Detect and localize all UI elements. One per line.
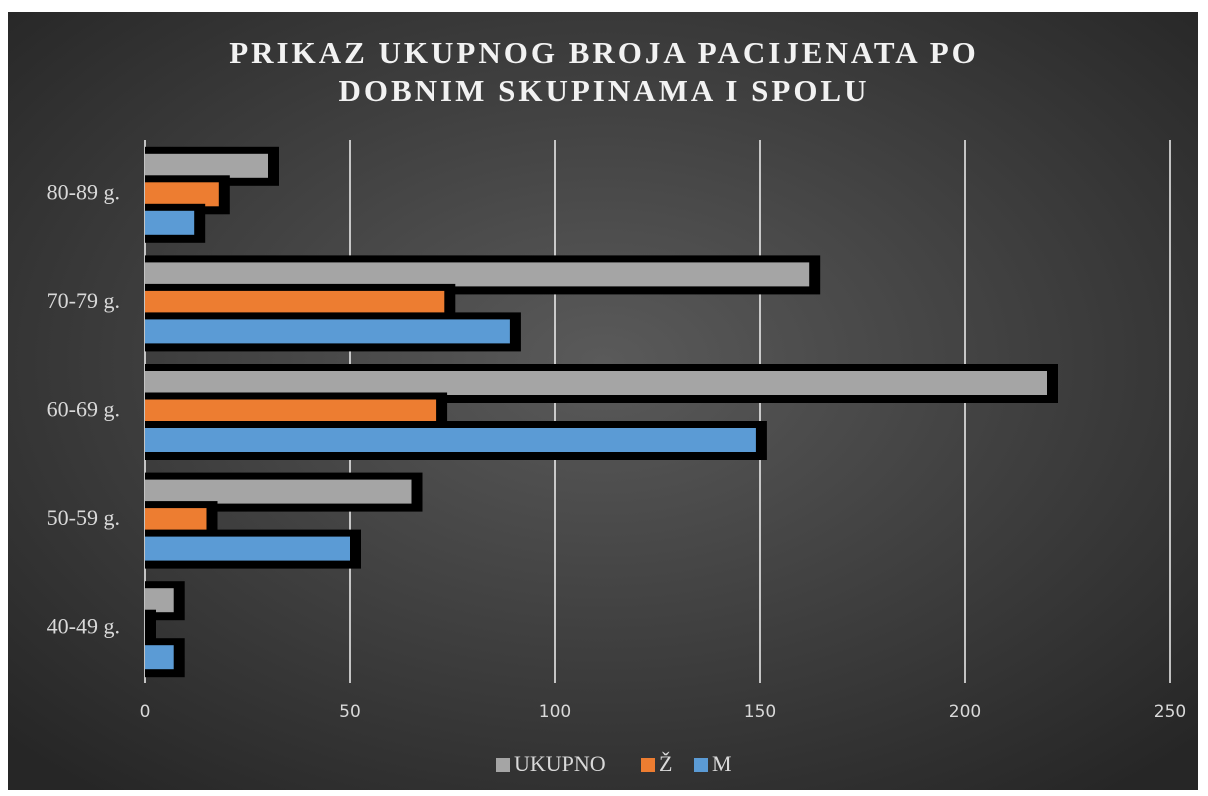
y-tick-label: 80-89 g.	[47, 179, 120, 204]
legend-label: UKUPNO	[514, 751, 606, 776]
legend-label: M	[712, 751, 732, 776]
bar	[145, 588, 174, 613]
bar	[145, 290, 445, 315]
bar	[145, 508, 207, 533]
bar	[145, 399, 437, 424]
chart-title: PRIKAZ UKUPNOG BROJA PACIJENATA PO DOBNI…	[229, 35, 979, 108]
x-tick-label: 250	[1154, 702, 1186, 722]
y-tick-label: 50-59 g.	[47, 505, 120, 530]
x-tick-label: 150	[744, 702, 776, 722]
bar	[145, 262, 810, 287]
bar	[145, 428, 756, 452]
bar	[145, 479, 412, 504]
legend-swatch	[694, 758, 708, 772]
x-tick-label: 0	[140, 702, 151, 722]
y-tick-label: 40-49 g.	[47, 614, 120, 639]
bar	[145, 210, 195, 235]
x-tick-label: 100	[539, 702, 571, 722]
bar	[145, 371, 1047, 395]
legend-swatch	[641, 758, 655, 772]
bar	[145, 645, 174, 670]
legend-swatch	[496, 758, 510, 772]
y-tick-label: 70-79 g.	[47, 288, 120, 313]
bar	[145, 153, 268, 178]
x-tick-label: 200	[949, 702, 981, 722]
bar-shadow	[145, 609, 156, 649]
bar	[145, 182, 219, 207]
bar	[145, 319, 510, 344]
y-tick-label: 60-69 g.	[47, 397, 120, 422]
legend-label: Ž	[659, 751, 672, 776]
x-tick-label: 50	[339, 702, 361, 722]
bar	[145, 536, 350, 561]
